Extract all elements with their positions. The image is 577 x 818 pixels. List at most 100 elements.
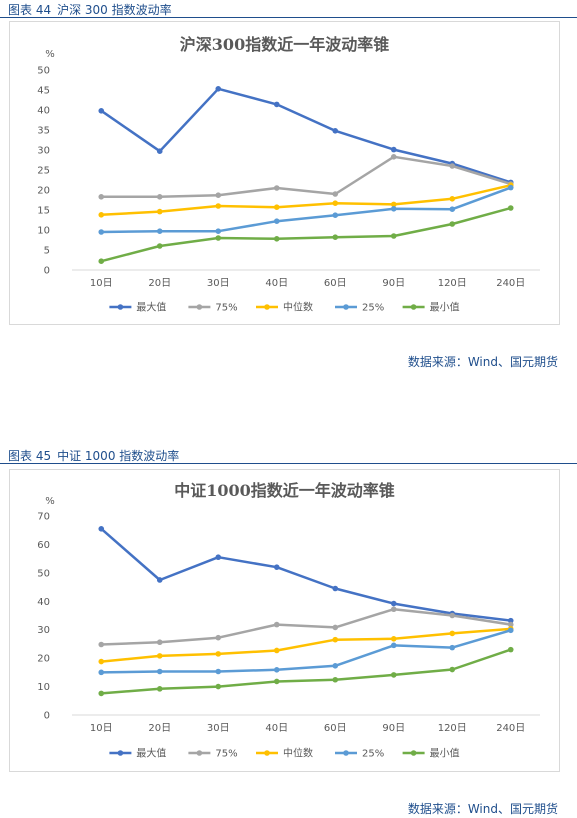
data-point: [156, 243, 163, 249]
y-tick-label: 60: [37, 540, 50, 551]
data-point: [449, 163, 456, 169]
data-point: [273, 564, 280, 570]
data-point: [98, 229, 105, 235]
data-point: [273, 218, 280, 224]
data-point: [215, 235, 222, 241]
y-tick-label: 45: [37, 86, 50, 97]
data-point: [332, 585, 339, 592]
y-tick-label: 15: [37, 206, 50, 217]
data-point: [507, 627, 514, 634]
figure-caption-text: 沪深 300 指数波动率: [57, 3, 172, 17]
y-axis-unit-label: %: [45, 496, 55, 507]
series-line: [100, 87, 513, 184]
chart-title: 中证1000指数近一年波动率锥: [174, 481, 395, 500]
data-point: [156, 194, 163, 200]
data-point: [273, 647, 280, 654]
data-point: [215, 203, 222, 209]
data-point: [215, 554, 222, 561]
data-source-note: 数据来源：Wind、国元期货: [407, 355, 558, 369]
legend-label: 75%: [215, 303, 237, 314]
caption-divider: [0, 17, 577, 18]
data-point: [390, 642, 397, 649]
data-point: [449, 196, 456, 202]
data-point: [507, 205, 514, 211]
data-point: [215, 651, 222, 657]
data-point: [332, 234, 339, 240]
legend-label: 最大值: [136, 747, 166, 760]
data-point: [332, 212, 339, 218]
series-line: [100, 206, 513, 263]
series-line: [100, 648, 513, 695]
legend-label: 中位数: [283, 747, 313, 760]
x-tick-label: 10日: [90, 723, 113, 734]
data-point: [215, 192, 222, 198]
legend-marker: [410, 304, 417, 310]
legend-marker: [410, 750, 417, 756]
y-tick-label: 50: [37, 568, 50, 579]
y-tick-label: 20: [37, 654, 50, 665]
chart-title: 沪深300指数近一年波动率锥: [180, 35, 389, 54]
x-tick-label: 10日: [90, 278, 113, 289]
legend-marker: [117, 304, 124, 310]
data-point: [390, 206, 397, 212]
data-point: [215, 228, 222, 234]
series-line: [100, 627, 513, 663]
data-point: [215, 86, 222, 92]
data-point: [98, 641, 105, 648]
x-tick-label: 30日: [207, 723, 230, 734]
chart-hs300-box: 沪深300指数近一年波动率锥% 0 5 10 15 20 25 30 35 40 45 50 10日 20…: [9, 21, 560, 325]
data-point: [273, 621, 280, 628]
x-tick-label: 60日: [324, 723, 347, 734]
data-point: [449, 206, 456, 212]
data-point: [156, 208, 163, 215]
legend-label: 最小值: [430, 301, 460, 314]
series-line: [100, 183, 513, 217]
legend-marker: [264, 304, 270, 310]
x-tick-label: 30日: [207, 278, 230, 289]
y-tick-label: 70: [37, 512, 50, 523]
data-point: [215, 668, 222, 675]
figure-caption-text: 中证 1000 指数波动率: [57, 449, 180, 463]
data-point: [507, 646, 514, 653]
hs300-volatility-cone-chart: 沪深300指数近一年波动率锥% 0 5 10 15 20 25 30 35 40 45 50 10日 20…: [37, 35, 540, 314]
y-tick-label: 35: [37, 126, 50, 137]
data-point: [507, 621, 514, 628]
legend-marker: [343, 750, 349, 756]
y-tick-label: 0: [44, 266, 50, 277]
data-point: [273, 185, 280, 191]
data-point: [156, 577, 163, 583]
y-tick-label: 10: [37, 226, 50, 237]
legend-marker: [343, 304, 349, 310]
x-tick-label: 60日: [324, 278, 347, 289]
data-point: [215, 634, 222, 641]
legend-marker: [117, 750, 124, 756]
data-point: [390, 672, 397, 678]
data-point: [273, 666, 280, 673]
data-point: [156, 148, 163, 154]
x-tick-label: 120日: [438, 723, 467, 734]
data-point: [449, 666, 456, 673]
series-line: [100, 607, 513, 646]
data-point: [98, 669, 105, 676]
series-line: [100, 155, 513, 199]
data-point: [215, 683, 222, 690]
x-tick-label: 40日: [265, 723, 288, 734]
figure-number: 图表 44: [8, 3, 52, 17]
y-tick-label: 0: [44, 711, 50, 722]
legend-label: 25%: [362, 303, 384, 314]
data-point: [332, 636, 339, 643]
series-line: [100, 629, 513, 674]
data-point: [507, 617, 514, 624]
legend-marker: [196, 304, 203, 310]
data-point: [390, 600, 397, 607]
data-point: [390, 636, 397, 642]
x-tick-label: 40日: [265, 278, 288, 289]
data-point: [273, 678, 280, 685]
figure-caption-hs300: 图表 44 沪深 300 指数波动率: [8, 1, 172, 18]
legend-label: 最小值: [430, 747, 460, 760]
data-point: [507, 184, 514, 191]
y-tick-label: 40: [37, 106, 50, 117]
csi1000-volatility-cone-chart: 中证1000指数近一年波动率锥% 0 10 20 30 40 50 60 70 10日 20日 30日…: [37, 481, 540, 760]
y-tick-label: 50: [37, 66, 50, 77]
legend-marker: [264, 750, 270, 756]
